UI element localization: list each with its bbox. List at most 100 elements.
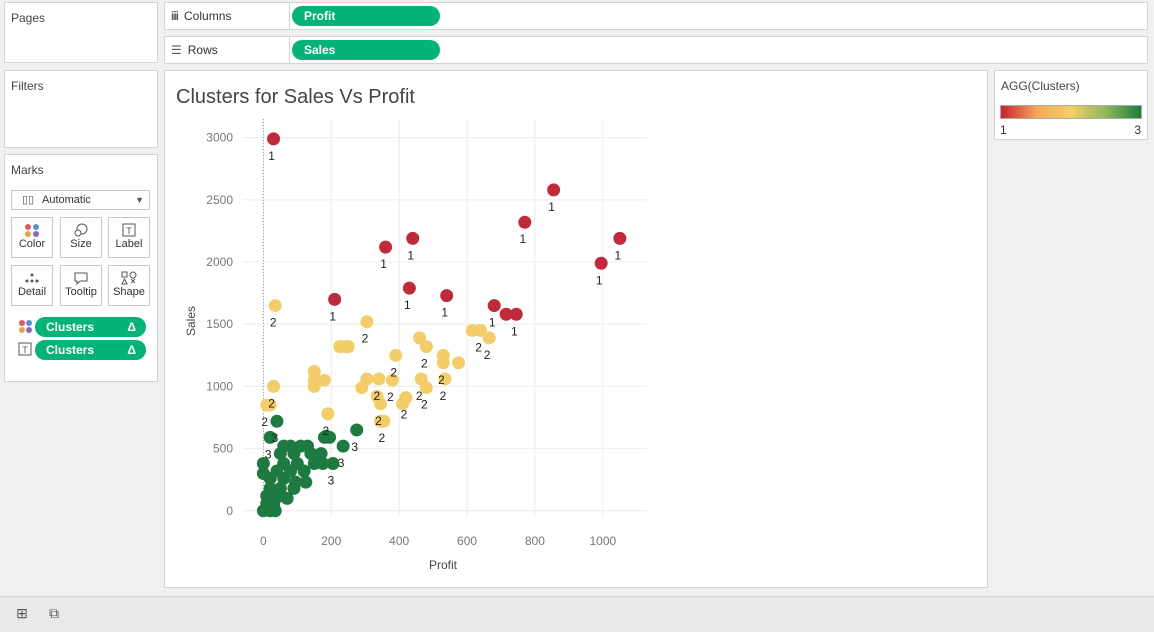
x-tick-label: 400 [389,534,409,548]
point-label: 2 [421,398,428,412]
cluster-3-point[interactable] [287,481,301,495]
cluster-1-point[interactable] [499,307,513,321]
cluster-3-point[interactable] [350,423,364,437]
cluster-2-point[interactable] [419,381,433,395]
point-label: 2 [438,373,445,387]
tooltip-button[interactable]: Tooltip [60,265,102,306]
point-label: 2 [416,389,423,403]
scatter-chart[interactable]: Clusters for Sales Vs Profit 0 500 1000 150… [165,71,987,587]
cluster-2-point[interactable] [360,372,374,386]
cluster-2-point[interactable] [268,299,282,313]
cluster-1-point[interactable] [379,240,393,254]
cluster-2-point[interactable] [436,356,450,370]
cluster-2-point[interactable] [321,407,335,421]
cluster-2-point[interactable] [389,348,403,362]
cluster-1-point[interactable] [509,307,523,321]
legend-max: 3 [1134,123,1141,137]
y-axis-label: Sales [184,306,198,336]
cluster-1-point[interactable] [440,289,454,303]
point-label: 2 [484,348,491,362]
cluster-3-point[interactable] [299,475,313,489]
point-label: 2 [375,414,382,428]
cluster-2-point[interactable] [372,372,386,386]
cluster-1-point[interactable] [328,292,342,306]
cluster-2-point[interactable] [413,331,427,345]
shape-button[interactable]: Shape [108,265,150,306]
new-dashboard-icon[interactable]: ⧉ [49,605,59,621]
cluster-2-point[interactable] [399,391,413,405]
cluster-3-point[interactable] [326,457,340,471]
color-dots-icon [12,223,52,237]
point-label: 2 [373,389,380,403]
legend-title: AGG(Clusters) [1001,79,1080,93]
detail-dots-icon [12,271,52,285]
cluster-2-point[interactable] [263,398,277,412]
y-tick-label: 2500 [206,193,233,207]
cluster-1-point[interactable] [547,183,561,197]
point-label: 2 [261,415,268,429]
cluster-3-point[interactable] [314,447,328,461]
x-tick-label: 600 [457,534,477,548]
cluster-3-point[interactable] [323,430,337,444]
rows-shelf[interactable]: ☰ Rows Sales [164,36,1148,64]
cluster-3-point[interactable] [287,447,301,461]
new-worksheet-icon[interactable]: ⊞ [16,605,28,621]
mark-type-dropdown[interactable]: ▯▯ Automatic ▼ [11,190,150,210]
cluster-2-point[interactable] [360,315,374,329]
size-label: Size [70,238,92,250]
cluster-1-point[interactable] [267,132,281,146]
cluster-1-point[interactable] [406,231,420,245]
size-button[interactable]: Size [60,217,102,258]
cluster-2-point[interactable] [307,379,321,393]
cluster-3-point[interactable] [280,491,294,505]
cluster-2-point[interactable] [438,372,452,386]
cluster-3-point[interactable] [260,496,274,510]
cluster-3-point[interactable] [316,457,330,471]
shape-label: Shape [113,286,145,298]
cluster-3-point[interactable] [268,504,282,518]
profit-pill[interactable]: Profit [292,6,440,26]
cluster-1-point[interactable] [613,231,627,245]
cluster-2-point[interactable] [385,373,399,387]
color-legend[interactable]: AGG(Clusters) 1 3 [994,70,1148,140]
cluster-2-point[interactable] [419,340,433,354]
color-clusters-pill[interactable]: Clusters Δ [35,317,146,337]
marks-title: Marks [11,163,44,177]
x-axis-label: Profit [429,558,458,572]
shelf-divider [289,37,290,63]
cluster-2-point[interactable] [373,397,387,411]
point-label: 3 [272,431,279,445]
cluster-3-point[interactable] [273,447,287,461]
color-button[interactable]: Color [11,217,53,258]
cluster-2-point[interactable] [377,414,391,428]
cluster-3-point[interactable] [304,447,318,461]
cluster-2-point[interactable] [341,340,355,354]
cluster-2-point[interactable] [317,373,331,387]
sales-pill[interactable]: Sales [292,40,440,60]
cluster-3-point[interactable] [263,430,277,444]
cluster-1-point[interactable] [518,215,532,229]
cluster-2-point[interactable] [474,323,488,337]
cluster-1-point[interactable] [487,299,501,313]
cluster-3-point[interactable] [336,439,350,453]
label-clusters-pill[interactable]: Clusters Δ [35,340,146,360]
cluster-1-point[interactable] [594,256,608,270]
label-button[interactable]: T Label [108,217,150,258]
pages-card[interactable]: Pages [4,2,158,63]
point-label: 2 [268,396,275,410]
cluster-3-point[interactable] [270,414,284,428]
cluster-2-point[interactable] [482,331,496,345]
cluster-3-point[interactable] [297,464,311,478]
cluster-2-point[interactable] [452,356,466,370]
point-label: 2 [323,424,330,438]
cluster-2-point[interactable] [267,379,281,393]
filters-card[interactable]: Filters [4,70,158,148]
cluster-3-point[interactable] [263,471,277,485]
detail-button[interactable]: Detail [11,265,53,306]
point-label: 1 [614,248,621,262]
detail-label: Detail [17,286,47,298]
cluster-3-point[interactable] [256,457,270,471]
columns-shelf[interactable]: iii Columns Profit [164,2,1148,30]
cluster-3-point[interactable] [277,471,291,485]
cluster-1-point[interactable] [402,281,416,295]
